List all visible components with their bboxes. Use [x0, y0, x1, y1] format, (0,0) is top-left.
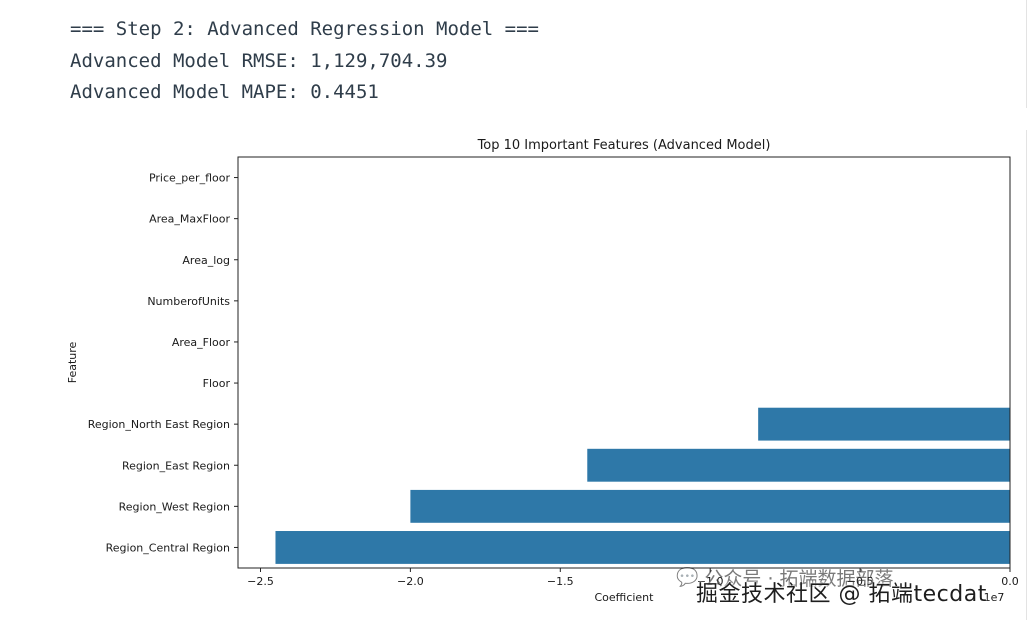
y-tick-label: Area_Floor — [172, 336, 231, 349]
cell-divider — [1026, 130, 1027, 620]
wechat-icon: 💬 — [676, 567, 699, 588]
y-axis-label: Feature — [66, 341, 79, 383]
x-axis-label: Coefficient — [595, 591, 655, 604]
watermark: 💬 公众号 · 拓端数据部落 — [676, 564, 894, 591]
y-tick-label: NumberofUnits — [147, 295, 230, 308]
plot-frame — [237, 156, 1011, 569]
watermark-text: 公众号 · 拓端数据部落 — [704, 568, 894, 590]
y-tick-label: Floor — [203, 377, 231, 390]
y-tick-label: Region_Central Region — [106, 541, 230, 554]
y-tick-label: Region_North East Region — [88, 418, 230, 431]
y-tick-label: Price_per_floor — [149, 172, 230, 185]
feature-importance-chart: Price_per_floor Area_MaxFloor Area_log Numb… — [66, 138, 1019, 604]
x-tick-label: −1.5 — [547, 575, 574, 588]
chart-title: Top 10 Important Features (Advanced Mode… — [477, 138, 771, 153]
console-line-rmse: Advanced Model RMSE: 1,129,704.39 — [70, 49, 448, 72]
x-tick-label: −0.5 — [847, 575, 874, 588]
y-tick-label: Area_MaxFloor — [149, 213, 230, 226]
watermark-subtext: 掘金技术社区 @ 拓端tecdat — [696, 582, 987, 607]
x-tick-label: 0.0 — [1001, 575, 1019, 588]
y-tick-label: Area_log — [182, 254, 230, 267]
bar — [758, 407, 1010, 441]
x-offset-label: 1e7 — [984, 591, 1005, 604]
x-tick-label: −2.0 — [397, 575, 424, 588]
console-output: === Step 2: Advanced Regression Model ==… — [70, 14, 539, 109]
console-line-mape: Advanced Model MAPE: 0.4451 — [70, 81, 379, 103]
bar — [275, 531, 1011, 564]
bar — [410, 489, 1011, 523]
bar — [587, 448, 1010, 482]
x-tick-label: −2.5 — [247, 575, 274, 588]
x-tick-label: −1.0 — [697, 575, 724, 588]
y-tick-label: Region_East Region — [122, 459, 230, 472]
console-line-heading: === Step 2: Advanced Regression Model ==… — [70, 18, 539, 40]
y-tick-label: Region_West Region — [119, 500, 230, 513]
cell-divider — [1026, 0, 1027, 108]
